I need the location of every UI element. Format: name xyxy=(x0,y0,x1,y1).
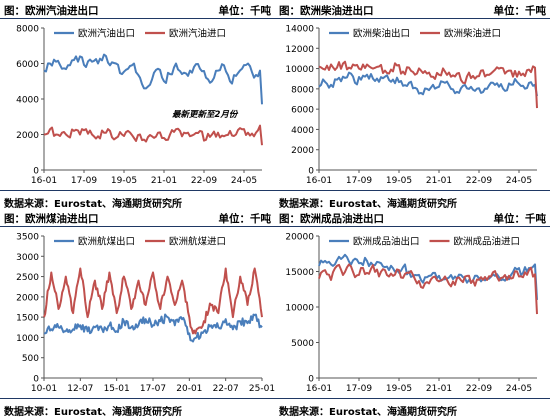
source-note: 数据来源：Eurostat、海通期货研究所 xyxy=(4,199,183,210)
footer-rule xyxy=(0,190,275,191)
series-line xyxy=(318,71,538,97)
x-tick-label: 12-07 xyxy=(67,384,93,394)
panel-header: 图：欧洲柴油进出口 单位：千吨 xyxy=(275,0,550,19)
x-tick-label: 21-01 xyxy=(426,176,452,186)
series-line xyxy=(318,263,538,315)
footer-rule xyxy=(0,398,275,399)
y-tick-label: 6000 xyxy=(291,106,314,116)
chart-diesel: 0 2000 4000 6000 8000 10000 12000 14000 16-01 17-… xyxy=(285,25,538,186)
panel-refined-products: 图：欧洲成品油进出口 单位：千吨 0 5000 10000 15000 20000 16-… xyxy=(275,208,550,418)
chart-gasoline: 0 2000 4000 6000 8000 16-01 17-09 19-05 21-01 22-… xyxy=(16,25,263,186)
legend-label: 欧洲成品油出口 xyxy=(353,236,420,248)
x-tick-label: 16-01 xyxy=(31,176,57,186)
unit-label: 单位：千吨 xyxy=(218,5,272,17)
series-line xyxy=(43,267,263,335)
x-tick-label: 19-05 xyxy=(111,176,137,186)
y-tick-label: 0 xyxy=(308,167,314,177)
y-tick-label: 2000 xyxy=(16,131,39,141)
y-tick-label: 8000 xyxy=(291,85,314,95)
x-tick-label: 10-01 xyxy=(31,384,57,394)
panel-header: 图：欧洲煤油进出口 单位：千吨 xyxy=(0,208,275,227)
x-tick-label: 20-01 xyxy=(176,384,202,394)
legend-label: 欧洲航煤进口 xyxy=(169,236,226,248)
series-line xyxy=(318,60,538,109)
y-tick-label: 20000 xyxy=(285,233,314,243)
header-rule xyxy=(275,226,550,227)
chart-kerosene: 0 500 1000 1500 2000 2500 3000 3500 10-01 12-07 15… xyxy=(16,233,275,395)
header-rule xyxy=(0,18,275,19)
y-tick-label: 10000 xyxy=(285,65,314,75)
x-tick-label: 17-07 xyxy=(140,384,166,394)
series-line xyxy=(43,313,263,343)
chart-title: 图：欧洲成品油进出口 xyxy=(279,213,384,225)
y-tick-label: 8000 xyxy=(16,25,39,35)
legend-label: 欧洲成品油进口 xyxy=(454,236,521,248)
x-tick-label: 22-09 xyxy=(466,384,492,394)
y-tick-label: 4000 xyxy=(291,126,314,136)
legend-label: 欧洲柴油进口 xyxy=(444,28,501,40)
x-tick-label: 19-05 xyxy=(386,176,412,186)
series-line xyxy=(43,124,263,146)
unit-label: 单位：千吨 xyxy=(493,213,547,225)
legend-label: 欧洲柴油出口 xyxy=(353,28,410,40)
footer-rule xyxy=(275,190,550,191)
header-rule xyxy=(0,226,275,227)
y-tick-label: 1000 xyxy=(16,334,39,344)
y-tick-label: 1500 xyxy=(16,314,39,324)
update-note: 最新更新至2月份 xyxy=(172,109,239,120)
x-tick-label: 21-01 xyxy=(151,176,177,186)
x-tick-label: 16-01 xyxy=(306,384,332,394)
y-tick-label: 12000 xyxy=(285,45,314,55)
footer-rule xyxy=(275,398,550,399)
x-tick-label: 17-09 xyxy=(71,176,97,186)
source-note: 数据来源：Eurostat、海通期货研究所 xyxy=(279,407,458,418)
y-tick-label: 4000 xyxy=(16,96,39,106)
y-tick-label: 2000 xyxy=(16,293,39,303)
x-tick-label: 21-01 xyxy=(426,384,452,394)
y-tick-label: 3500 xyxy=(16,233,39,243)
y-tick-label: 6000 xyxy=(16,60,39,70)
panel-diesel: 图：欧洲柴油进出口 单位：千吨 0 2000 4000 6000 8000 10000 12… xyxy=(275,0,550,210)
legend-label: 欧洲航煤出口 xyxy=(78,236,135,248)
unit-label: 单位：千吨 xyxy=(218,213,272,225)
y-tick-label: 0 xyxy=(33,167,39,177)
y-tick-label: 10000 xyxy=(285,304,314,314)
x-tick-label: 24-05 xyxy=(506,176,532,186)
x-tick-label: 25-01 xyxy=(249,384,275,394)
panel-kerosene: 图：欧洲煤油进出口 单位：千吨 0 500 1000 1500 2000 2500 3000… xyxy=(0,208,275,418)
panel-header: 图：欧洲成品油进出口 单位：千吨 xyxy=(275,208,550,227)
y-tick-label: 0 xyxy=(308,375,314,385)
source-note: 数据来源：Eurostat、海通期货研究所 xyxy=(279,199,458,210)
legend-label: 欧洲汽油进口 xyxy=(169,28,226,40)
x-tick-label: 24-05 xyxy=(506,384,532,394)
header-rule xyxy=(275,18,550,19)
chart-title: 图：欧洲煤油进出口 xyxy=(4,213,99,225)
panel-gasoline: 图：欧洲汽油进出口 单位：千吨 0 2000 4000 6000 8000 16-01 17… xyxy=(0,0,275,210)
x-tick-label: 15-01 xyxy=(104,384,130,394)
x-tick-label: 17-09 xyxy=(346,384,372,394)
panel-header: 图：欧洲汽油进出口 单位：千吨 xyxy=(0,0,275,19)
y-tick-label: 0 xyxy=(33,375,39,385)
y-tick-label: 14000 xyxy=(285,25,314,35)
y-tick-label: 3000 xyxy=(16,253,39,263)
unit-label: 单位：千吨 xyxy=(493,5,547,17)
y-tick-label: 5000 xyxy=(291,339,314,349)
legend-label: 欧洲汽油出口 xyxy=(78,28,135,40)
chart-title: 图：欧洲柴油进出口 xyxy=(279,5,374,17)
chart-title: 图：欧洲汽油进出口 xyxy=(4,5,99,17)
y-tick-label: 500 xyxy=(22,354,39,364)
x-tick-label: 17-09 xyxy=(346,176,372,186)
chart-refined-products: 0 5000 10000 15000 20000 16-01 17-09 19-05 21-01… xyxy=(285,233,538,394)
x-tick-label: 16-01 xyxy=(306,176,332,186)
y-tick-label: 2000 xyxy=(291,146,314,156)
series-line xyxy=(43,53,263,105)
x-tick-label: 22-07 xyxy=(213,384,239,394)
x-tick-label: 24-05 xyxy=(231,176,257,186)
x-tick-label: 22-09 xyxy=(466,176,492,186)
y-tick-label: 15000 xyxy=(285,268,314,278)
x-tick-label: 19-05 xyxy=(386,384,412,394)
y-tick-label: 2500 xyxy=(16,273,39,283)
x-tick-label: 22-09 xyxy=(191,176,217,186)
source-note: 数据来源：Eurostat、海通期货研究所 xyxy=(4,407,183,418)
